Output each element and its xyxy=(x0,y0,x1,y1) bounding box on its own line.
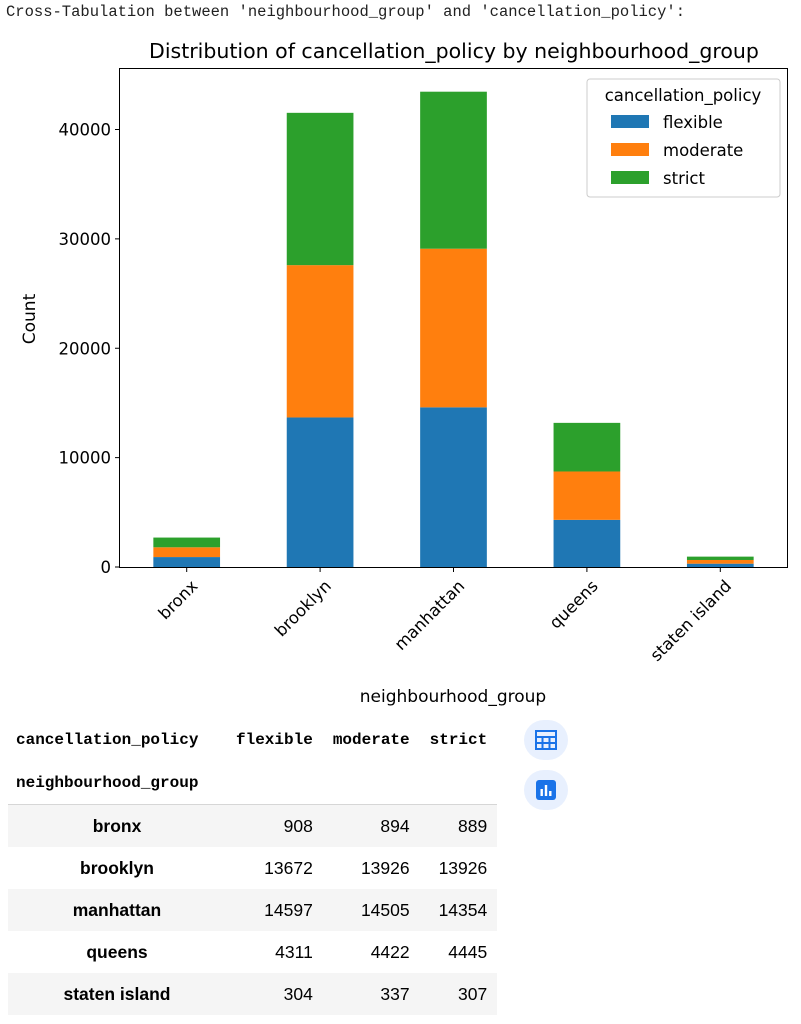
bar-segment-moderate xyxy=(286,265,354,418)
bar-segment-strict xyxy=(286,112,354,266)
bar-chart-icon xyxy=(536,780,556,800)
table-cell: 13926 xyxy=(360,857,410,878)
row-label: queens xyxy=(86,941,148,962)
y-tick-label: 30000 xyxy=(59,230,112,249)
y-tick-label: 40000 xyxy=(59,121,112,140)
table-cell: 14354 xyxy=(438,899,488,920)
bar-segment-moderate xyxy=(420,248,487,408)
bar-segment-strict xyxy=(420,91,487,249)
bar-segment-strict xyxy=(553,422,621,472)
bar-segment-moderate xyxy=(686,559,754,564)
table-cell: 304 xyxy=(283,983,313,1004)
y-tick-label: 0 xyxy=(101,558,112,577)
row-label: bronx xyxy=(92,815,142,836)
column-header: strict xyxy=(429,731,488,749)
x-tick-label: manhattan xyxy=(391,576,469,654)
row-label: staten island xyxy=(63,983,171,1004)
legend-swatch-flexible xyxy=(611,115,649,128)
table-cell: 908 xyxy=(283,815,313,836)
table-cell: 889 xyxy=(458,815,488,836)
bar-segment-flexible xyxy=(153,557,221,567)
table-cell: 894 xyxy=(380,815,410,836)
stacked-bar-chart: Distribution of cancellation_policy by n… xyxy=(20,39,788,707)
crosstab-table: cancellation_policy flexible moderate st… xyxy=(8,718,498,1015)
output-print-line: Cross-Tabulation between 'neighbourhood_… xyxy=(6,3,686,21)
table-cell: 337 xyxy=(380,983,410,1004)
table-row: bronx 908 894 889 xyxy=(8,804,498,847)
legend: cancellation_policy flexible moderate stri… xyxy=(586,78,781,198)
legend-label: flexible xyxy=(663,113,723,132)
table-row: staten island 304 337 307 xyxy=(8,973,498,1015)
table-cell: 4422 xyxy=(370,941,410,962)
y-tick-label: 20000 xyxy=(59,339,112,358)
index-name-header: neighbourhood_group xyxy=(8,762,226,805)
column-header: flexible xyxy=(236,731,313,749)
table-cell: 13926 xyxy=(438,857,488,878)
x-axis-label: neighbourhood_group xyxy=(360,687,546,707)
chart-title: Distribution of cancellation_policy by n… xyxy=(149,39,759,64)
bar-segment-flexible xyxy=(553,519,621,567)
x-tick-label: brooklyn xyxy=(271,576,335,640)
table-cell: 4445 xyxy=(448,941,488,962)
bar-segment-flexible xyxy=(286,417,354,567)
table-row: queens 4311 4422 4445 xyxy=(8,931,497,973)
bar-segment-strict xyxy=(686,556,754,560)
table-row: brooklyn 13672 13926 13926 xyxy=(8,847,497,889)
table-cell: 4311 xyxy=(275,941,313,962)
bar-segment-strict xyxy=(153,537,221,548)
row-label: manhattan xyxy=(72,899,162,920)
legend-title: cancellation_policy xyxy=(605,86,762,106)
row-label: brooklyn xyxy=(80,857,154,878)
legend-label: strict xyxy=(663,169,706,188)
x-tick-label: bronx xyxy=(155,576,202,623)
bar-segment-flexible xyxy=(686,563,754,567)
legend-label: moderate xyxy=(663,141,743,160)
table-cell: 13672 xyxy=(264,857,313,878)
table-cell: 14597 xyxy=(264,899,313,920)
plot-frame xyxy=(119,68,788,568)
table-cell: 14505 xyxy=(360,899,410,920)
legend-swatch-strict xyxy=(611,171,649,184)
table-icon xyxy=(535,730,557,750)
table-row: manhattan 14597 14505 14354 xyxy=(8,889,498,931)
x-tick-label: queens xyxy=(546,576,602,632)
y-tick-label: 10000 xyxy=(59,449,112,468)
y-axis-label: Count xyxy=(20,293,40,344)
table-cell: 307 xyxy=(458,983,488,1004)
x-tick-label: staten island xyxy=(647,576,736,665)
convert-to-table-button[interactable] xyxy=(524,720,568,760)
bar-segment-moderate xyxy=(153,547,221,558)
bar-segment-moderate xyxy=(553,471,621,520)
suggest-chart-button[interactable] xyxy=(524,770,568,810)
columns-name-header: cancellation_policy xyxy=(16,731,199,749)
legend-swatch-moderate xyxy=(611,143,649,156)
bar-segment-flexible xyxy=(420,407,487,567)
column-header: moderate xyxy=(332,731,410,749)
